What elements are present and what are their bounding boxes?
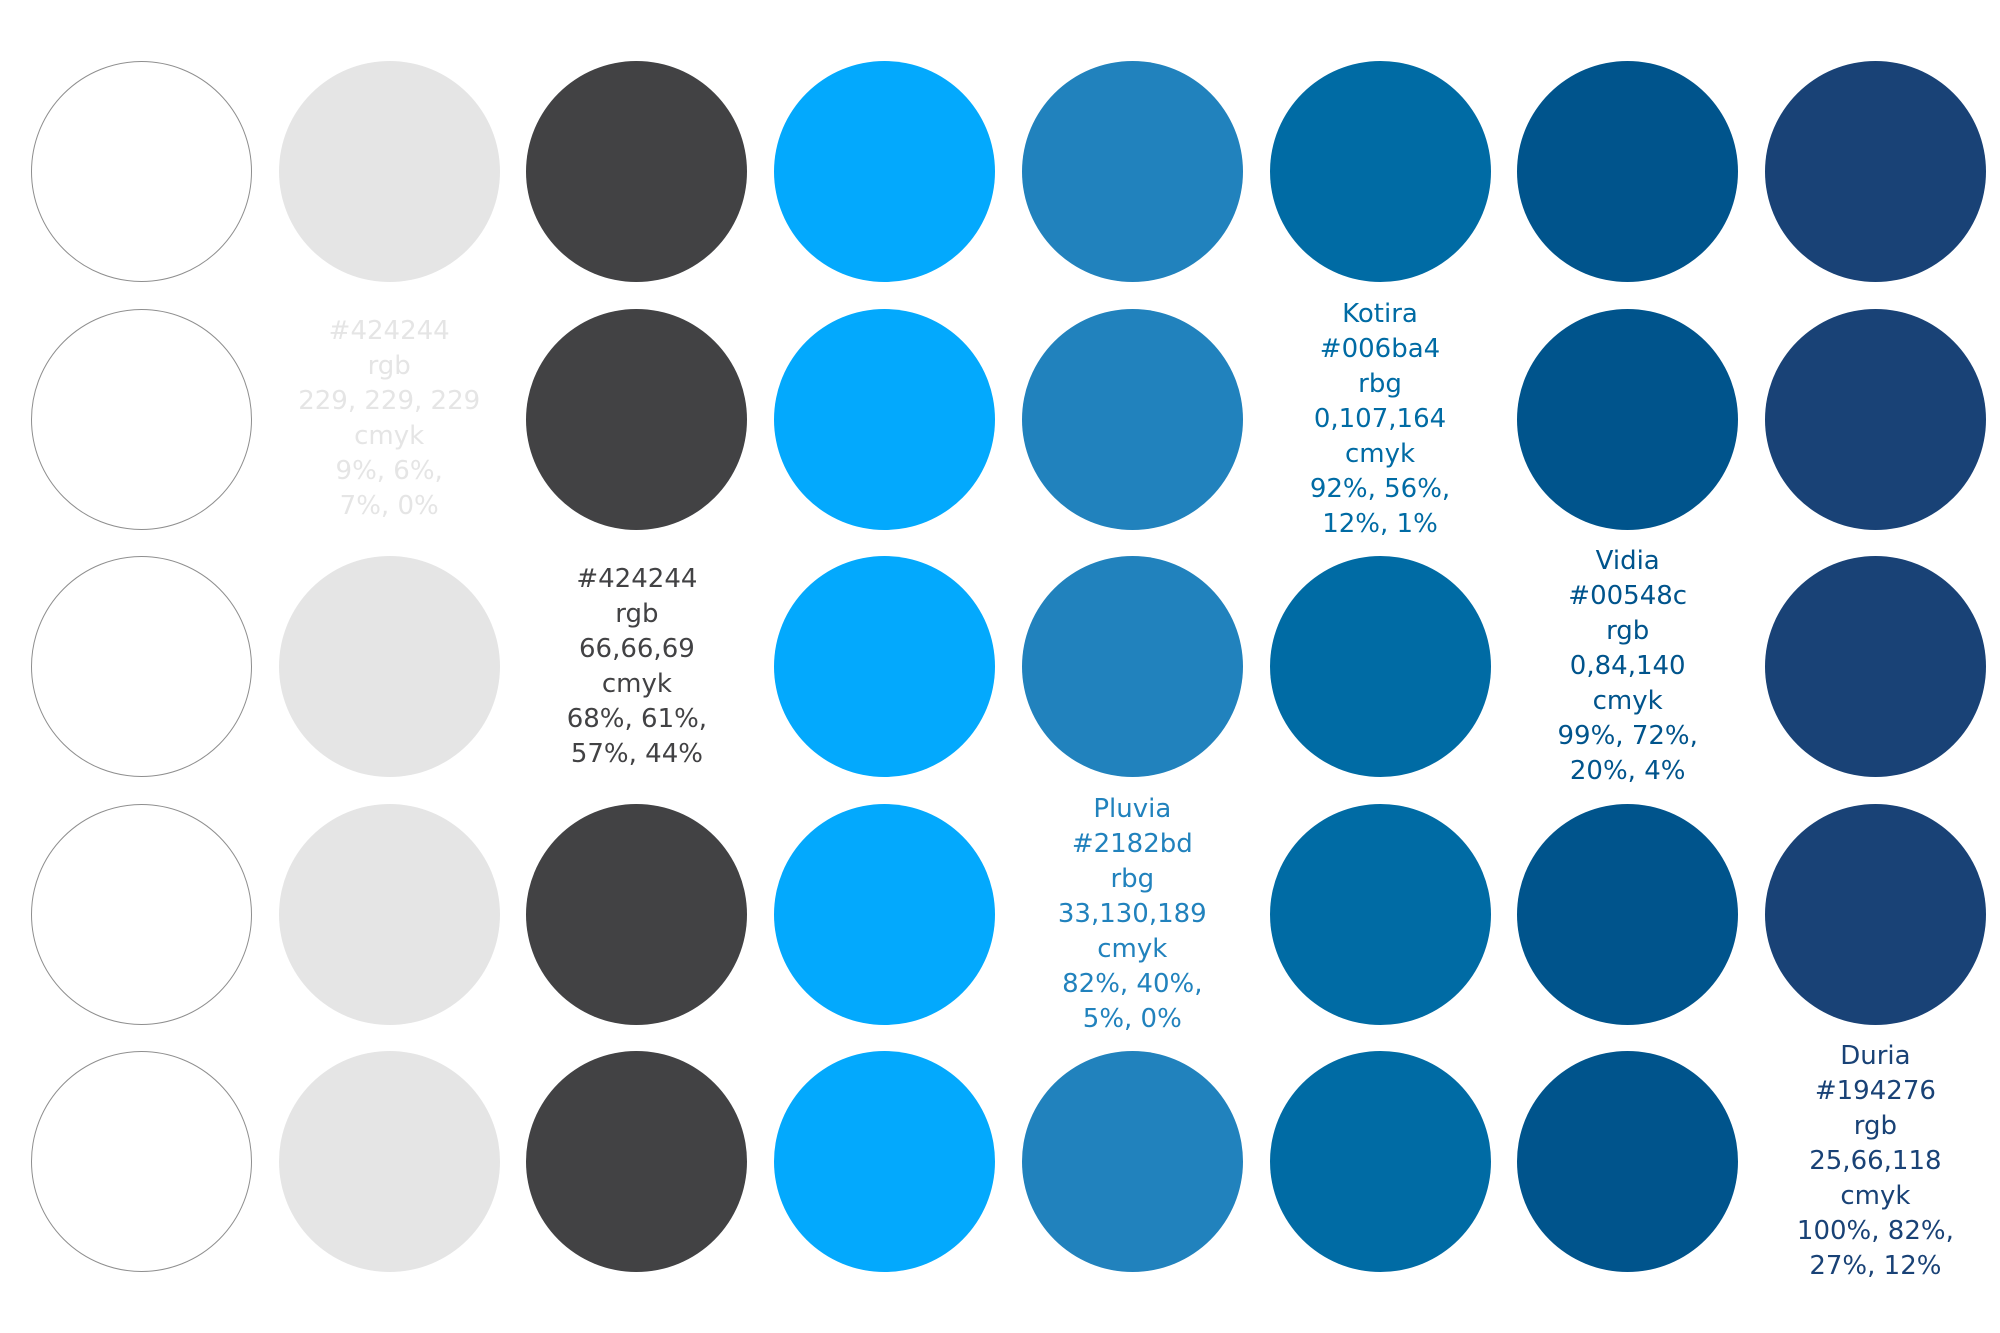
color-swatch — [1021, 1051, 1243, 1272]
color-info-4: Pluvia #2182bd rbg 33,130,189 cmyk 82%, 40%, 5… — [1002, 792, 1262, 1037]
color-hex-text: #2182bd — [1071, 828, 1193, 859]
color-swatch — [526, 803, 748, 1025]
color-cmyk-2-text: 57%, 44% — [570, 738, 703, 769]
color-swatch — [1517, 61, 1739, 282]
color-swatch — [1764, 556, 1986, 777]
color-model-text: rgb — [1606, 616, 1650, 646]
color-swatch — [1269, 556, 1491, 777]
color-swatch — [31, 1051, 252, 1272]
color-cmyk-label-text: cmyk — [1097, 933, 1168, 964]
color-swatch — [1021, 556, 1243, 777]
color-cmyk-label-text: cmyk — [1592, 686, 1663, 716]
color-hex-text: #424244 — [328, 316, 450, 346]
color-swatch — [774, 803, 996, 1025]
color-swatch — [1764, 803, 1986, 1025]
color-swatch — [31, 308, 252, 530]
color-rgb-text: 229, 229, 229 — [298, 386, 481, 416]
color-model-text: rgb — [615, 598, 659, 629]
color-cmyk-2-text: 27%, 12% — [1809, 1251, 1942, 1281]
color-swatch — [526, 308, 748, 530]
color-swatch — [278, 61, 500, 282]
color-info-7: Duria #194276 rgb 25,66,118 cmyk 100%, 82%, 27… — [1745, 1039, 2000, 1284]
color-swatch — [774, 308, 996, 530]
color-swatch — [31, 61, 252, 282]
color-rgb-text: 0,107,164 — [1313, 403, 1447, 434]
color-model-text: rgb — [1853, 1111, 1898, 1141]
color-swatch — [1269, 61, 1491, 282]
color-rgb-text: 33,130,189 — [1057, 898, 1207, 929]
color-swatch — [1021, 61, 1243, 282]
color-cmyk-2-text: 5%, 0% — [1082, 1003, 1182, 1034]
color-swatch — [1764, 308, 1986, 530]
color-name-text: Vidia — [1595, 546, 1660, 576]
color-hex-text: #00548c — [1568, 581, 1688, 611]
color-rgb-text: 0,84,140 — [1569, 651, 1686, 681]
color-cmyk-1-text: 82%, 40%, — [1062, 968, 1203, 999]
color-model-text: rbg — [1110, 863, 1155, 894]
color-swatch — [1517, 803, 1739, 1025]
color-swatch — [31, 556, 252, 777]
color-cmyk-1-text: 68%, 61%, — [566, 703, 708, 734]
color-swatch — [1764, 61, 1986, 282]
color-swatch — [1517, 308, 1739, 530]
color-cmyk-1-text: 92%, 56%, — [1309, 473, 1451, 504]
color-cmyk-label-text: cmyk — [1840, 1181, 1911, 1211]
color-swatch — [1021, 308, 1243, 530]
color-swatch — [1269, 803, 1491, 1025]
color-cmyk-2-text: 7%, 0% — [339, 491, 439, 521]
color-info-5: Kotira #006ba4 rbg 0,107,164 cmyk 92%, 56%, 12… — [1250, 297, 1510, 542]
color-hex-text: #424244 — [576, 563, 698, 594]
color-cmyk-label-text: cmyk — [601, 668, 672, 699]
color-name-text: Duria — [1840, 1041, 1911, 1071]
color-hex-text: #194276 — [1814, 1076, 1936, 1106]
color-swatch — [526, 1051, 748, 1272]
color-rgb-text: 66,66,69 — [579, 633, 695, 664]
color-cmyk-1-text: 9%, 6%, — [335, 456, 443, 486]
color-swatch — [31, 803, 252, 1025]
color-cmyk-2-text: 20%, 4% — [1569, 756, 1686, 786]
color-swatch — [526, 61, 748, 282]
color-info-6: Vidia #00548c rgb 0,84,140 cmyk 99%, 72%, 20%,… — [1498, 544, 1758, 789]
color-model-text: rgb — [367, 351, 411, 381]
color-hex-text: #006ba4 — [1319, 333, 1441, 364]
color-name-text: Kotira — [1342, 298, 1418, 329]
color-swatch — [774, 1051, 996, 1272]
color-swatch — [1517, 1051, 1739, 1272]
color-model-text: rbg — [1358, 368, 1402, 399]
color-swatch — [774, 61, 996, 282]
color-info-2: #424244 rgb 66,66,69 cmyk 68%, 61%, 57%, 44% — [507, 562, 767, 772]
color-cmyk-label-text: cmyk — [354, 421, 425, 451]
color-name-text: Pluvia — [1093, 793, 1172, 824]
color-swatch — [278, 803, 500, 1025]
color-swatch — [1269, 1051, 1491, 1272]
color-rgb-text: 25,66,118 — [1809, 1146, 1942, 1176]
color-swatch — [278, 556, 500, 777]
color-swatch — [278, 1051, 500, 1272]
color-swatch — [774, 556, 996, 777]
color-cmyk-2-text: 12%, 1% — [1322, 508, 1438, 539]
color-cmyk-label-text: cmyk — [1344, 438, 1416, 469]
color-cmyk-1-text: 100%, 82%, — [1796, 1216, 1954, 1246]
color-info-1: #424244 rgb 229, 229, 229 cmyk 9%, 6%, 7%, 0% — [259, 314, 519, 524]
color-cmyk-1-text: 99%, 72%, — [1557, 721, 1698, 751]
